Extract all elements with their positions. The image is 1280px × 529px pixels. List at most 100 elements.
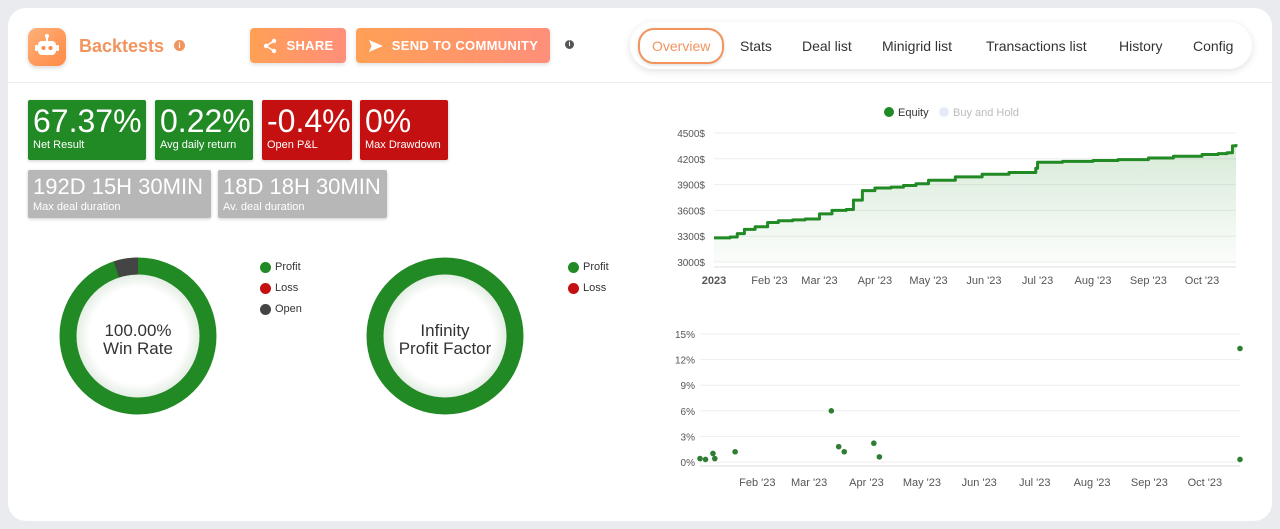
max-drawdown-value: 0% bbox=[365, 103, 412, 139]
equity-line bbox=[714, 144, 1238, 240]
x-tick-label: Feb '23 bbox=[739, 477, 775, 489]
avg-deal-duration-value: 18D 18H 30MIN bbox=[223, 174, 381, 199]
legend-swatch bbox=[260, 261, 271, 273]
y-tick-label: 0% bbox=[681, 458, 696, 469]
info-icon[interactable]: i bbox=[174, 40, 185, 51]
tab-bar: Overview Stats Deal list Minigrid list T… bbox=[630, 22, 1252, 69]
max-drawdown-stat: 0% Max Drawdown bbox=[360, 100, 448, 160]
y-tick-label: 3900$ bbox=[677, 181, 705, 192]
tab-deal-list[interactable]: Deal list bbox=[802, 38, 852, 54]
scatter-point[interactable] bbox=[835, 443, 842, 450]
x-tick-label: Oct '23 bbox=[1188, 477, 1223, 489]
open-pnl-stat: -0.4% Open P&L bbox=[262, 100, 352, 160]
y-tick-label: 3% bbox=[681, 432, 696, 443]
win-rate-donut bbox=[59, 257, 217, 415]
legend-swatch-buy-and-hold bbox=[939, 107, 949, 117]
send-to-community-button[interactable]: SEND TO COMMUNITY bbox=[356, 28, 550, 63]
max-deal-duration-stat: 192D 15H 30MIN Max deal duration bbox=[28, 170, 211, 218]
win-rate-text: 100.00% Win Rate bbox=[68, 322, 208, 358]
page-title: Backtests bbox=[79, 36, 165, 56]
y-tick-label: 6% bbox=[681, 407, 696, 418]
y-tick-label: 3600$ bbox=[677, 206, 705, 217]
tab-config[interactable]: Config bbox=[1193, 38, 1234, 54]
scatter-point[interactable] bbox=[841, 448, 848, 455]
scatter-point[interactable] bbox=[711, 455, 718, 462]
x-tick-label: Feb '23 bbox=[751, 275, 787, 287]
x-tick-label: Jun '23 bbox=[966, 275, 1001, 287]
scatter-point[interactable] bbox=[1237, 456, 1243, 463]
scatter-point[interactable] bbox=[871, 440, 877, 447]
y-tick-label: 12% bbox=[675, 356, 695, 367]
profit-factor-profit-arc bbox=[366, 257, 524, 415]
y-tick-label: 3000$ bbox=[677, 258, 705, 269]
bot-logo-icon bbox=[28, 28, 66, 66]
equity-legend[interactable]: Equity Buy and Hold bbox=[884, 107, 1019, 119]
tab-minigrid-list[interactable]: Minigrid list bbox=[882, 38, 953, 54]
x-tick-label: Mar '23 bbox=[801, 275, 837, 287]
equity-chart: Equity Buy and Hold 4500$ 4200$ 3900$ 3600$… bbox=[677, 107, 1238, 287]
max-drawdown-label: Max Drawdown bbox=[365, 139, 441, 151]
legend-swatch bbox=[568, 261, 579, 273]
deal-return-scatter-chart: 15% 12% 9% 6% 3% 0% Feb '23 Mar '23 Apr '23 May … bbox=[675, 330, 1243, 489]
scatter-point[interactable] bbox=[876, 454, 883, 460]
info-icon[interactable]: i bbox=[565, 40, 574, 49]
x-tick-label: Jun '23 bbox=[962, 477, 997, 489]
share-button[interactable]: SHARE bbox=[250, 28, 346, 63]
x-tick-label: May '23 bbox=[909, 275, 947, 287]
max-deal-duration-label: Max deal duration bbox=[33, 201, 121, 213]
legend-label: Profit bbox=[583, 261, 609, 273]
x-tick-label: 2023 bbox=[702, 275, 726, 287]
win-rate-open-arc bbox=[113, 257, 139, 278]
legend-swatch bbox=[568, 282, 579, 294]
x-tick-label: Mar '23 bbox=[791, 477, 827, 489]
tab-stats[interactable]: Stats bbox=[740, 38, 772, 54]
net-result-stat: 67.37% Net Result bbox=[28, 100, 146, 160]
avg-deal-duration-label: Av. deal duration bbox=[223, 201, 305, 213]
scatter-point[interactable] bbox=[1237, 345, 1243, 352]
scatter-point[interactable] bbox=[710, 450, 716, 457]
legend-label-equity: Equity bbox=[898, 107, 929, 119]
x-tick-label: Sep '23 bbox=[1131, 477, 1168, 489]
x-tick-label: May '23 bbox=[903, 477, 941, 489]
x-tick-label: Aug '23 bbox=[1075, 275, 1112, 287]
tab-history[interactable]: History bbox=[1119, 38, 1163, 54]
avg-daily-return-label: Avg daily return bbox=[160, 139, 237, 151]
y-tick-label: 9% bbox=[681, 381, 696, 392]
avg-deal-duration-stat: 18D 18H 30MIN Av. deal duration bbox=[218, 170, 387, 218]
legend-label: Loss bbox=[583, 282, 607, 294]
scatter-point[interactable] bbox=[697, 455, 703, 462]
legend-profit[interactable]: Profit bbox=[260, 261, 301, 273]
profit-factor-value: Infinity bbox=[420, 321, 470, 340]
legend-label: Open bbox=[275, 303, 302, 315]
x-tick-label: Jul '23 bbox=[1019, 477, 1050, 489]
legend-swatch-equity bbox=[884, 107, 894, 117]
scatter-point[interactable] bbox=[828, 408, 835, 414]
scatter-point[interactable] bbox=[732, 448, 738, 455]
avg-daily-return-value: 0.22% bbox=[160, 103, 251, 139]
profit-factor-label: Profit Factor bbox=[398, 339, 492, 358]
header: Backtests i SHARE SEND TO COMMUNITY i Ov… bbox=[8, 8, 1272, 83]
x-tick-label: Oct '23 bbox=[1185, 275, 1220, 287]
y-tick-label: 4500$ bbox=[677, 129, 705, 140]
tab-overview[interactable]: Overview bbox=[638, 28, 725, 64]
x-tick-label: Aug '23 bbox=[1074, 477, 1111, 489]
legend-label: Profit bbox=[275, 261, 301, 273]
y-tick-label: 15% bbox=[675, 330, 695, 341]
legend-profit[interactable]: Profit bbox=[568, 261, 609, 273]
x-tick-label: Apr '23 bbox=[858, 275, 893, 287]
x-tick-label: Apr '23 bbox=[849, 477, 884, 489]
open-pnl-label: Open P&L bbox=[267, 139, 318, 151]
open-pnl-value: -0.4% bbox=[267, 103, 351, 139]
net-result-label: Net Result bbox=[33, 139, 85, 151]
legend-loss[interactable]: Loss bbox=[568, 282, 606, 294]
share-icon bbox=[264, 38, 277, 53]
avg-daily-return-stat: 0.22% Avg daily return bbox=[155, 100, 253, 160]
send-to-community-label: SEND TO COMMUNITY bbox=[391, 38, 539, 53]
net-result-value: 67.37% bbox=[33, 103, 142, 139]
tab-transactions-list[interactable]: Transactions list bbox=[986, 38, 1087, 54]
legend-open[interactable]: Open bbox=[260, 303, 302, 315]
win-rate-label: Win Rate bbox=[103, 339, 173, 358]
max-deal-duration-value: 192D 15H 30MIN bbox=[33, 174, 203, 199]
scatter-point[interactable] bbox=[702, 456, 709, 463]
legend-loss[interactable]: Loss bbox=[260, 282, 298, 294]
